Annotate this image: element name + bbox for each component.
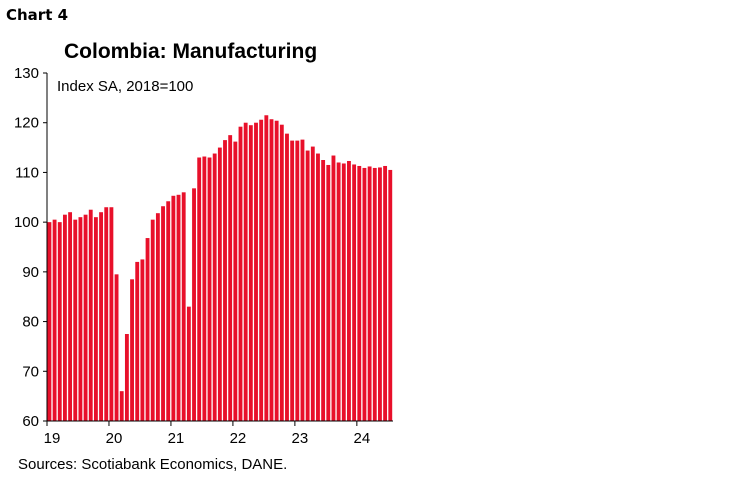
y-tick-label: 70 [22, 363, 39, 380]
bar [52, 219, 57, 421]
bar [326, 164, 331, 421]
bar [347, 160, 351, 422]
bar [150, 219, 155, 421]
bar [357, 165, 362, 421]
bar [99, 212, 103, 421]
bar [186, 306, 191, 421]
bar [197, 157, 202, 421]
bar [176, 194, 181, 421]
bar [285, 133, 289, 421]
bar [321, 160, 326, 421]
bar [388, 169, 393, 421]
bar [259, 119, 264, 421]
y-tick-label: 80 [22, 314, 39, 331]
y-tick-label: 110 [15, 164, 39, 181]
y-tick-label: 90 [22, 264, 39, 281]
bar [181, 192, 186, 421]
bar [383, 165, 388, 421]
bar [372, 167, 377, 421]
y-tick-label: 100 [14, 214, 39, 231]
bar [367, 166, 372, 421]
bar [290, 140, 295, 422]
chart-title: Colombia: Manufacturing [64, 40, 318, 63]
bar [114, 274, 119, 421]
bar [155, 213, 160, 421]
bar [57, 222, 62, 421]
bar [68, 212, 73, 421]
bar [238, 126, 243, 421]
bar [243, 122, 248, 422]
bar [47, 222, 52, 421]
bar [341, 163, 346, 422]
bar [223, 140, 227, 422]
x-tick-label: 20 [106, 430, 123, 447]
bar [161, 206, 165, 421]
bar [279, 124, 284, 421]
x-tick-label: 22 [230, 430, 247, 447]
bar [212, 153, 217, 422]
y-tick-label: 120 [14, 115, 39, 132]
bar [171, 195, 176, 421]
bar [124, 334, 129, 421]
bar [119, 391, 124, 421]
bar [166, 201, 171, 421]
bar [300, 139, 305, 421]
bar [217, 147, 222, 421]
bar [378, 167, 382, 421]
bar [62, 214, 67, 421]
bar [362, 167, 367, 421]
bar [104, 207, 109, 421]
bar [145, 238, 150, 421]
bar [73, 219, 78, 421]
bar [336, 162, 341, 422]
y-tick-label: 60 [22, 413, 39, 430]
bar [331, 155, 336, 421]
x-tick-label: 23 [292, 430, 309, 447]
x-tick-label: 21 [168, 430, 185, 447]
x-tick-label: 24 [354, 430, 371, 447]
x-tick-label: 19 [44, 430, 61, 447]
bar [109, 207, 114, 421]
bars-group [47, 115, 393, 422]
bar [140, 259, 145, 421]
bar [305, 150, 310, 422]
chart-subtitle: Index SA, 2018=100 [57, 78, 194, 95]
bar [93, 217, 98, 421]
bar [135, 261, 140, 421]
bar [352, 164, 357, 421]
bar [264, 115, 269, 421]
bar [88, 209, 93, 421]
bar [274, 120, 279, 421]
bar [228, 135, 233, 421]
bar [202, 156, 207, 421]
bar [233, 141, 238, 422]
bar [254, 122, 258, 422]
bar [269, 119, 274, 421]
chart-source: Sources: Scotiabank Economics, DANE. [18, 456, 288, 473]
bar [207, 157, 212, 421]
bar [316, 153, 320, 422]
bar [248, 125, 253, 421]
bar [295, 140, 300, 422]
axes-group: 60 70 80 90 100 110 120 130 19 20 21 22 23 24 [14, 65, 393, 447]
bar [83, 214, 88, 421]
bar [310, 146, 315, 421]
bar [78, 217, 83, 421]
chart-label: Chart 4 [6, 6, 69, 24]
bar [130, 279, 134, 421]
y-tick-label: 130 [14, 65, 39, 82]
bar [192, 188, 196, 421]
